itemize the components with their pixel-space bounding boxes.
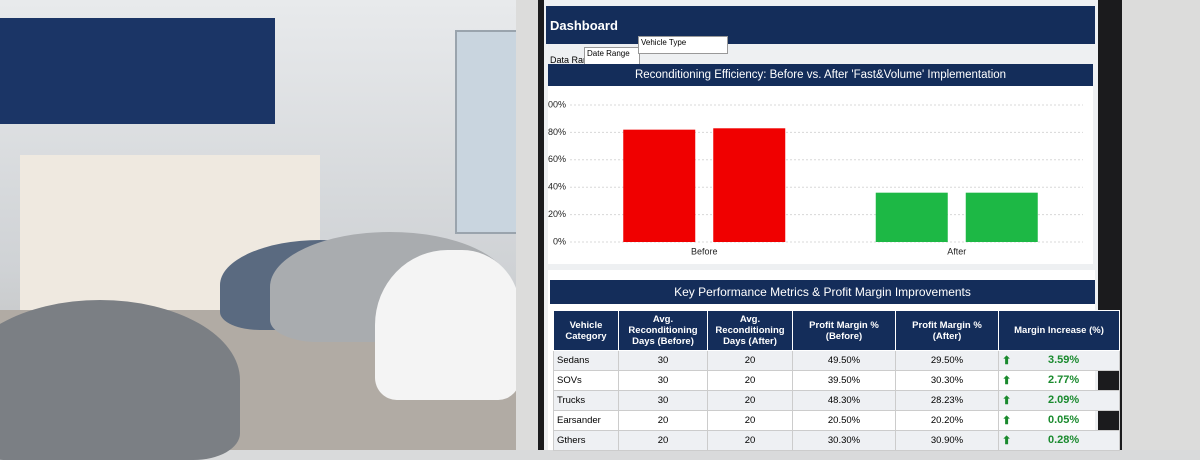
- table-cell: 20: [618, 410, 708, 431]
- table-cell: Trucks: [553, 390, 619, 411]
- chart-title: Reconditioning Efficiency: Before vs. Af…: [548, 64, 1093, 86]
- car: [375, 250, 520, 400]
- table-cell: ⬆ 3.59%: [998, 350, 1120, 371]
- table-cell: 49.50%: [792, 350, 896, 371]
- cell-text: 3.59%: [1048, 354, 1080, 366]
- table-cell: SOVs: [553, 370, 619, 391]
- table-cell: ⬆ 2.09%: [998, 390, 1120, 411]
- y-tick-label: 0%: [553, 236, 566, 246]
- column-header: Profit Margin % (After): [895, 310, 999, 351]
- table-cell: 20: [707, 390, 793, 411]
- header-row: Vehicle Category Avg. Reconditioning Days…: [553, 310, 1120, 351]
- column-header: Avg. Reconditioning Days (Before): [618, 310, 708, 351]
- x-tick-label: Before: [691, 246, 718, 256]
- wall-banner: [0, 18, 275, 124]
- table-cell: 20: [707, 350, 793, 371]
- page: Dashboard Data Range: Date Range Vehicle…: [0, 0, 1122, 460]
- table-cell: ⬆ 0.28%: [998, 430, 1120, 451]
- table-row: SOVs 30 20 39.50% 30.30% ⬆ 2.77%: [553, 370, 1120, 391]
- column-header: Profit Margin % (Before): [792, 310, 896, 351]
- table-cell: 20: [707, 410, 793, 431]
- cell-text: 0.28%: [1048, 434, 1080, 446]
- table-cell: 30: [618, 350, 708, 371]
- table-cell: 29.50%: [895, 350, 999, 371]
- table-cell: 20: [707, 370, 793, 391]
- y-tick-label: 40%: [548, 182, 566, 192]
- filter-label: Data Range:: [550, 55, 601, 65]
- up-arrow: ⬆: [1002, 355, 1012, 367]
- y-tick-label: 60%: [548, 154, 566, 164]
- table-row: Earsander 20 20 20.50% 20.20% ⬆ 0.05%: [553, 410, 1120, 431]
- up-arrow: ⬆: [1002, 375, 1012, 387]
- cell-text: 2.77%: [1048, 374, 1080, 386]
- table-row: Sedans 30 20 49.50% 29.50% ⬆ 3.59%: [553, 350, 1120, 371]
- bar: [713, 128, 786, 242]
- column-header: Avg. Reconditioning Days (After): [707, 310, 793, 351]
- table-cell: ⬆ 2.77%: [998, 370, 1120, 391]
- table-row: Trucks 30 20 48.30% 28.23% ⬆ 2.09%: [553, 390, 1120, 411]
- chart: 0% 20% 40% 60% 80% 100% Before After: [548, 99, 1083, 256]
- table-cell: 20.50%: [792, 410, 896, 431]
- bar: [875, 192, 948, 242]
- table-cell: 30.90%: [895, 430, 999, 451]
- window: [455, 30, 519, 234]
- table-cell: 28.23%: [895, 390, 999, 411]
- table-cell: 20: [707, 430, 793, 451]
- column-header: Margin Increase (%): [998, 310, 1120, 351]
- table-cell: 30: [618, 390, 708, 411]
- column-header: Vehicle Category: [553, 310, 619, 351]
- up-arrow: ⬆: [1002, 395, 1012, 407]
- table-cell: 20.20%: [895, 410, 999, 431]
- filter-dropdown[interactable]: Vehicle Type: [638, 36, 728, 54]
- up-arrow: ⬆: [1002, 435, 1012, 447]
- dashboard-title: Dashboard: [546, 6, 1095, 44]
- table-cell: Earsander: [553, 410, 619, 431]
- table-row: Gthers 20 20 30.30% 30.90% ⬆ 0.28%: [553, 430, 1120, 451]
- up-arrow: ⬆: [1002, 415, 1012, 427]
- table-cell: 30: [618, 370, 708, 391]
- bar: [965, 192, 1038, 242]
- y-tick-label: 20%: [548, 209, 566, 219]
- x-tick-label: After: [947, 246, 966, 256]
- table-title: Key Performance Metrics & Profit Margin …: [550, 280, 1095, 304]
- table-cell: 30.30%: [792, 430, 896, 451]
- table-cell: 30.30%: [895, 370, 999, 391]
- table-cell: ⬆ 0.05%: [998, 410, 1120, 431]
- cell-text: 0.05%: [1048, 414, 1080, 426]
- bar: [623, 129, 696, 242]
- metrics-table: Vehicle Category Avg. Reconditioning Days…: [553, 310, 1120, 451]
- table-cell: 20: [618, 430, 708, 451]
- cell-text: 2.09%: [1048, 394, 1080, 406]
- car: [0, 300, 240, 460]
- table-cell: Gthers: [553, 430, 619, 451]
- y-tick-label: 100%: [548, 99, 566, 109]
- table-cell: 48.30%: [792, 390, 896, 411]
- table-cell: Sedans: [553, 350, 619, 371]
- table-cell: 39.50%: [792, 370, 896, 391]
- y-tick-label: 80%: [548, 127, 566, 137]
- filter-dropdown[interactable]: Date Range: [584, 47, 640, 65]
